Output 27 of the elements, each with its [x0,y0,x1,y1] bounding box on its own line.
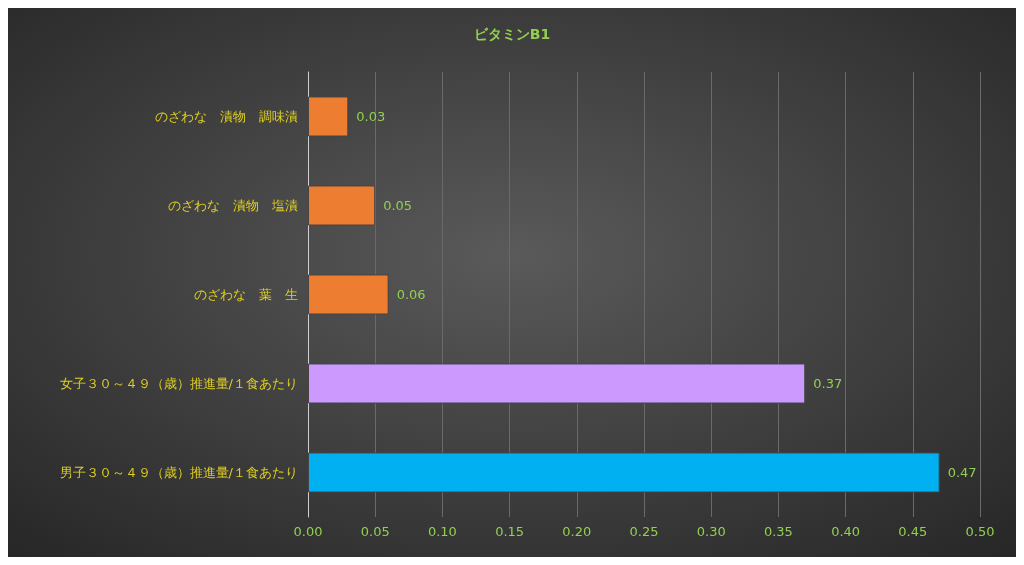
x-tick-label: 0.45 [898,524,928,539]
y-tick-label: のざわな 漬物 塩漬 [168,198,298,213]
x-tick-label: 0.35 [763,524,793,539]
y-tick-label: のざわな 漬物 調味漬 [155,109,298,124]
bar [308,363,806,404]
x-tick-label: 0.50 [965,524,995,539]
bar [308,96,349,137]
x-tick-label: 0.10 [427,524,457,539]
x-tick-label: 0.25 [629,524,659,539]
y-tick-label: 男子３０～４９（歳）推進量/１食あたり [59,465,298,480]
x-tick-label: 0.05 [360,524,390,539]
x-tick-label: 0.20 [562,524,592,539]
data-label: 0.03 [356,109,386,124]
bar [308,452,940,493]
data-label: 0.47 [947,465,977,480]
x-tick-label: 0.00 [293,524,323,539]
data-label: 0.06 [396,287,426,302]
bar [308,274,389,315]
bar [308,185,376,226]
y-tick-label: 女子３０～４９（歳）推進量/１食あたり [59,376,298,391]
x-tick-label: 0.15 [495,524,525,539]
data-label: 0.05 [383,198,413,213]
y-tick-label: のざわな 葉 生 [194,287,298,302]
x-tick-label: 0.30 [696,524,726,539]
chart-title: ビタミンB1 [473,26,551,42]
data-label: 0.37 [813,376,843,391]
x-tick-label: 0.40 [831,524,861,539]
